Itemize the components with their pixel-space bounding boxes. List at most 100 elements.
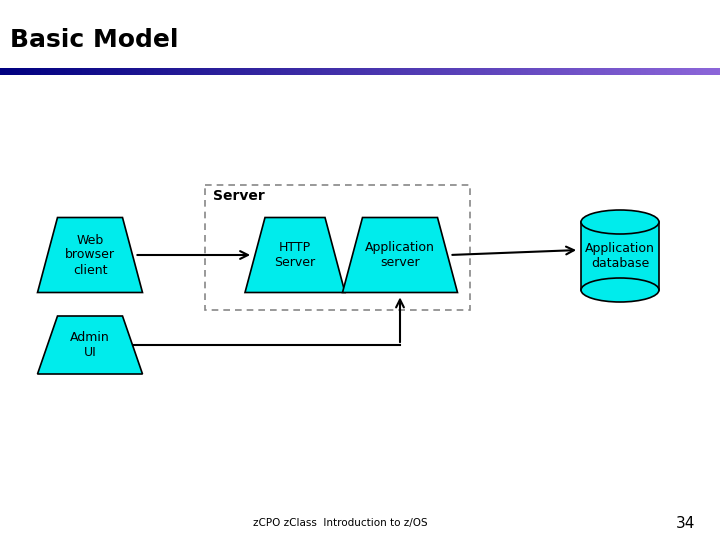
- Bar: [214, 68, 217, 75]
- Bar: [315, 68, 318, 75]
- Bar: [194, 68, 197, 75]
- Bar: [199, 68, 202, 75]
- Bar: [185, 68, 188, 75]
- Bar: [449, 68, 451, 75]
- Bar: [300, 68, 303, 75]
- Bar: [168, 68, 171, 75]
- Bar: [367, 68, 370, 75]
- Bar: [384, 68, 387, 75]
- Bar: [703, 68, 706, 75]
- Bar: [288, 68, 291, 75]
- Bar: [518, 68, 521, 75]
- Bar: [43, 68, 46, 75]
- Bar: [369, 68, 372, 75]
- Bar: [693, 68, 696, 75]
- Bar: [657, 68, 660, 75]
- Bar: [178, 68, 181, 75]
- Bar: [153, 68, 156, 75]
- Bar: [552, 68, 555, 75]
- Bar: [58, 68, 60, 75]
- Bar: [250, 68, 253, 75]
- Bar: [84, 68, 87, 75]
- Bar: [578, 68, 581, 75]
- Bar: [55, 68, 58, 75]
- Bar: [437, 68, 440, 75]
- Bar: [74, 68, 77, 75]
- Bar: [475, 68, 478, 75]
- Bar: [588, 68, 591, 75]
- Bar: [348, 68, 351, 75]
- Bar: [614, 68, 617, 75]
- Bar: [257, 68, 260, 75]
- Bar: [211, 68, 214, 75]
- Bar: [590, 68, 593, 75]
- Bar: [420, 68, 423, 75]
- Bar: [677, 68, 680, 75]
- Text: Web
browser
client: Web browser client: [65, 233, 115, 276]
- Bar: [338, 68, 341, 75]
- Bar: [139, 68, 142, 75]
- Bar: [672, 68, 675, 75]
- Bar: [557, 68, 559, 75]
- Bar: [655, 68, 658, 75]
- Bar: [324, 68, 327, 75]
- Polygon shape: [245, 218, 345, 293]
- Bar: [346, 68, 348, 75]
- Bar: [394, 68, 397, 75]
- Bar: [379, 68, 382, 75]
- Bar: [2, 68, 5, 75]
- Bar: [665, 68, 667, 75]
- Bar: [540, 68, 543, 75]
- Bar: [643, 68, 646, 75]
- Bar: [495, 68, 498, 75]
- Bar: [103, 68, 106, 75]
- Text: Server: Server: [213, 189, 265, 203]
- Bar: [631, 68, 634, 75]
- Bar: [243, 68, 246, 75]
- Bar: [223, 68, 226, 75]
- Bar: [360, 68, 363, 75]
- Bar: [5, 68, 8, 75]
- Bar: [295, 68, 298, 75]
- Bar: [425, 68, 428, 75]
- Bar: [7, 68, 10, 75]
- Text: Application
database: Application database: [585, 242, 655, 270]
- Bar: [110, 68, 113, 75]
- Bar: [446, 68, 449, 75]
- Bar: [233, 68, 235, 75]
- Bar: [473, 68, 476, 75]
- Bar: [230, 68, 233, 75]
- Bar: [65, 68, 68, 75]
- Bar: [415, 68, 418, 75]
- Bar: [480, 68, 483, 75]
- Text: HTTP
Server: HTTP Server: [274, 241, 315, 269]
- Polygon shape: [37, 316, 143, 374]
- Bar: [554, 68, 557, 75]
- Bar: [504, 68, 507, 75]
- Bar: [96, 68, 99, 75]
- Bar: [595, 68, 598, 75]
- Bar: [377, 68, 379, 75]
- Bar: [89, 68, 91, 75]
- Bar: [293, 68, 296, 75]
- Bar: [106, 68, 109, 75]
- Bar: [310, 68, 312, 75]
- Bar: [526, 68, 528, 75]
- Bar: [182, 68, 185, 75]
- Bar: [144, 68, 147, 75]
- Bar: [444, 68, 447, 75]
- Text: 34: 34: [675, 516, 695, 530]
- Bar: [701, 68, 703, 75]
- Bar: [485, 68, 487, 75]
- Bar: [439, 68, 442, 75]
- Bar: [34, 68, 37, 75]
- Text: Basic Model: Basic Model: [10, 28, 179, 52]
- Bar: [477, 68, 480, 75]
- Bar: [410, 68, 413, 75]
- Bar: [117, 68, 120, 75]
- Bar: [456, 68, 459, 75]
- Bar: [317, 68, 320, 75]
- Bar: [146, 68, 149, 75]
- Bar: [72, 68, 75, 75]
- Bar: [574, 68, 577, 75]
